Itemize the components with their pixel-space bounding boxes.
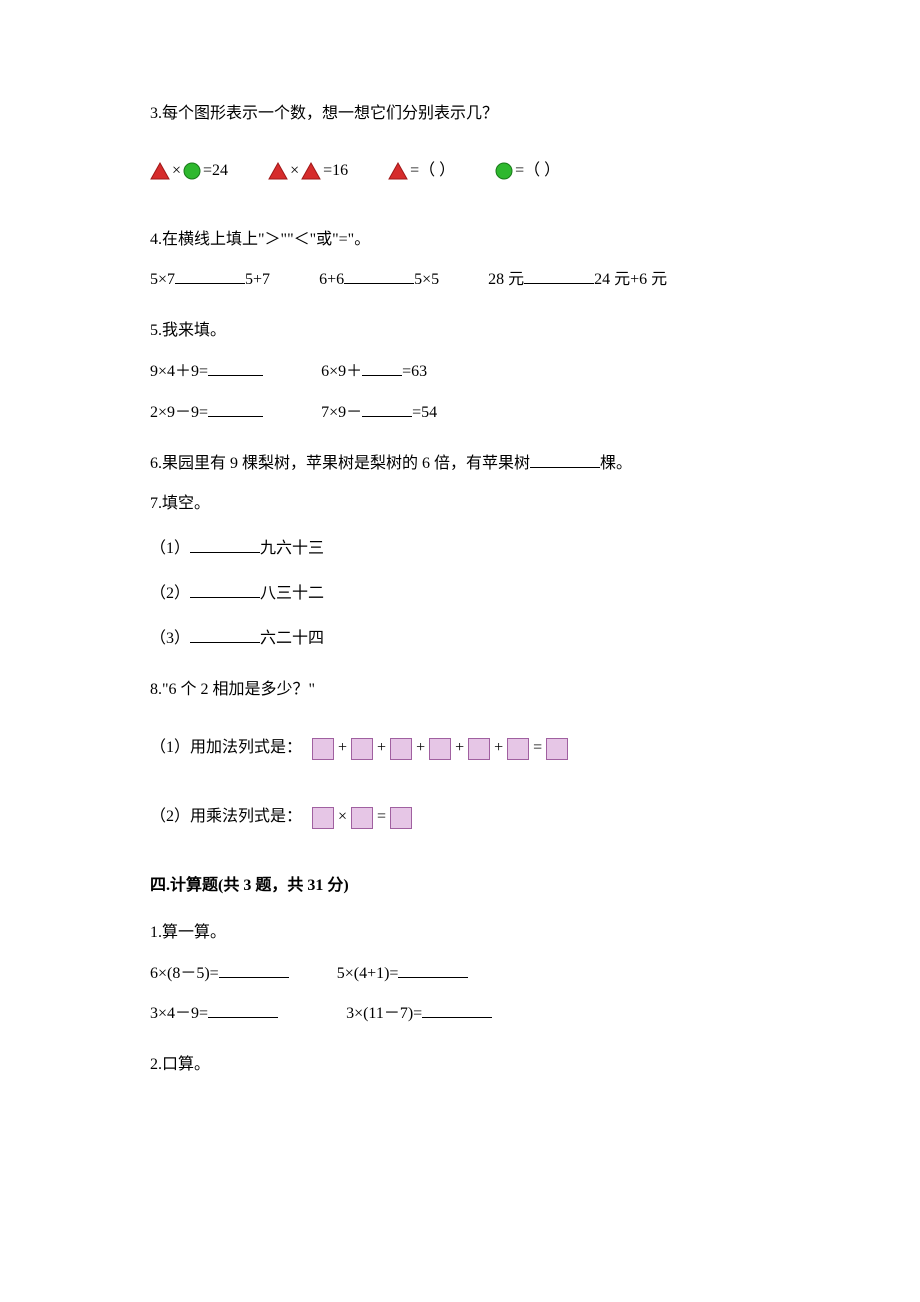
q5-row2: 2×9－9= 7×9－ =54	[150, 399, 770, 428]
section-4-header: 四.计算题(共 3 题，共 31 分)	[150, 872, 770, 901]
blank[interactable]	[398, 960, 468, 978]
blank[interactable]	[362, 358, 402, 376]
q4b-right: 5×5	[414, 271, 439, 288]
blank[interactable]	[219, 960, 289, 978]
q8-sub1: （1）用加法列式是： + + + + + =	[150, 734, 770, 763]
q3-eq3: =（ ）	[388, 157, 455, 186]
q8-prompt: 8."6 个 2 相加是多少？"	[150, 676, 770, 705]
times-sign: ×	[338, 803, 347, 832]
triangle-icon	[150, 162, 170, 180]
blank[interactable]	[190, 625, 260, 643]
circle-icon	[495, 162, 513, 180]
sec4-q1c: 3×4－9=	[150, 1005, 208, 1022]
times-sign: ×	[290, 157, 299, 186]
sec4-q1-row2: 3×4－9= 3×(11－7)=	[150, 1000, 770, 1029]
q5-prompt: 5.我来填。	[150, 317, 770, 346]
triangle-icon	[301, 162, 321, 180]
eq2-value: =16	[323, 157, 348, 186]
q5-r1b-left: 6×9＋	[321, 363, 362, 380]
blank[interactable]	[208, 399, 263, 417]
triangle-icon	[388, 162, 408, 180]
q5-r2b-right: =54	[412, 404, 437, 421]
blank[interactable]	[208, 358, 263, 376]
q8-sub2-label: （2）用乘法列式是：	[150, 803, 302, 832]
q7-i2: 八三十二	[260, 585, 324, 602]
q7-item1: （1） 九六十三	[150, 535, 770, 564]
q4b-left: 6+6	[319, 271, 344, 288]
input-box[interactable]	[390, 738, 412, 760]
sec4-q1-row1: 6×(8－5)= 5×(4+1)=	[150, 960, 770, 989]
q7-n1: （1）	[150, 540, 190, 557]
q3-equations: × =24 × =16 =（ ） =（ ）	[150, 157, 770, 186]
sec4-q2-prompt: 2.口算。	[150, 1051, 770, 1080]
q4c-left: 28 元	[488, 271, 524, 288]
sec4-q1b: 5×(4+1)=	[337, 965, 399, 982]
q7-item2: （2） 八三十二	[150, 580, 770, 609]
blank[interactable]	[422, 1000, 492, 1018]
input-box[interactable]	[468, 738, 490, 760]
times-sign: ×	[172, 157, 181, 186]
q3-eq4: =（ ）	[495, 157, 560, 186]
sec4-q1a: 6×(8－5)=	[150, 965, 219, 982]
q8-sub1-label: （1）用加法列式是：	[150, 734, 302, 763]
q5-r1a: 9×4＋9=	[150, 363, 208, 380]
q3-eq1: × =24	[150, 157, 228, 186]
sec4-q1d: 3×(11－7)=	[346, 1005, 422, 1022]
q8-sub2: （2）用乘法列式是： × =	[150, 803, 770, 832]
input-box[interactable]	[390, 807, 412, 829]
blank[interactable]	[362, 399, 412, 417]
q5-r1b-right: =63	[402, 363, 427, 380]
input-box[interactable]	[507, 738, 529, 760]
sec4-q1-prompt: 1.算一算。	[150, 919, 770, 948]
q4-prompt: 4.在横线上填上"＞""＜"或"="。	[150, 226, 770, 255]
q6-text-b: 棵。	[600, 455, 632, 472]
question-6: 6.果园里有 9 棵梨树，苹果树是梨树的 6 倍，有苹果树 棵。	[150, 450, 770, 479]
blank[interactable]	[524, 266, 594, 284]
input-box[interactable]	[351, 738, 373, 760]
equals-sign: =	[377, 803, 386, 832]
eq4-value: =（ ）	[515, 157, 560, 186]
q7-n3: （3）	[150, 630, 190, 647]
plus-sign: +	[455, 734, 464, 763]
input-box[interactable]	[312, 807, 334, 829]
equals-sign: =	[533, 734, 542, 763]
q7-i3: 六二十四	[260, 630, 324, 647]
q7-i1: 九六十三	[260, 540, 324, 557]
eq1-value: =24	[203, 157, 228, 186]
q4a-right: 5+7	[245, 271, 270, 288]
q7-prompt: 7.填空。	[150, 490, 770, 519]
input-box[interactable]	[429, 738, 451, 760]
q4c-right: 24 元+6 元	[594, 271, 667, 288]
question-3: 3.每个图形表示一个数，想一想它们分别表示几？	[150, 100, 770, 129]
blank[interactable]	[344, 266, 414, 284]
q7-n2: （2）	[150, 585, 190, 602]
eq3-value: =（ ）	[410, 157, 455, 186]
blank[interactable]	[208, 1000, 278, 1018]
triangle-icon	[268, 162, 288, 180]
q6-text-a: 6.果园里有 9 棵梨树，苹果树是梨树的 6 倍，有苹果树	[150, 455, 530, 472]
plus-sign: +	[416, 734, 425, 763]
multiplication-boxes: × =	[312, 803, 412, 832]
input-box[interactable]	[546, 738, 568, 760]
blank[interactable]	[190, 535, 260, 553]
input-box[interactable]	[351, 807, 373, 829]
blank[interactable]	[175, 266, 245, 284]
blank[interactable]	[530, 450, 600, 468]
q5-r2b-left: 7×9－	[321, 404, 362, 421]
q3-eq2: × =16	[268, 157, 348, 186]
q7-item3: （3） 六二十四	[150, 625, 770, 654]
plus-sign: +	[338, 734, 347, 763]
plus-sign: +	[377, 734, 386, 763]
q5-row1: 9×4＋9= 6×9＋ =63	[150, 358, 770, 387]
q3-prompt: 3.每个图形表示一个数，想一想它们分别表示几？	[150, 100, 770, 129]
input-box[interactable]	[312, 738, 334, 760]
plus-sign: +	[494, 734, 503, 763]
q4-items: 5×7 5+7 6+6 5×5 28 元 24 元+6 元	[150, 266, 770, 295]
q4a-left: 5×7	[150, 271, 175, 288]
q5-r2a: 2×9－9=	[150, 404, 208, 421]
circle-icon	[183, 162, 201, 180]
blank[interactable]	[190, 580, 260, 598]
addition-boxes: + + + + + =	[312, 734, 568, 763]
